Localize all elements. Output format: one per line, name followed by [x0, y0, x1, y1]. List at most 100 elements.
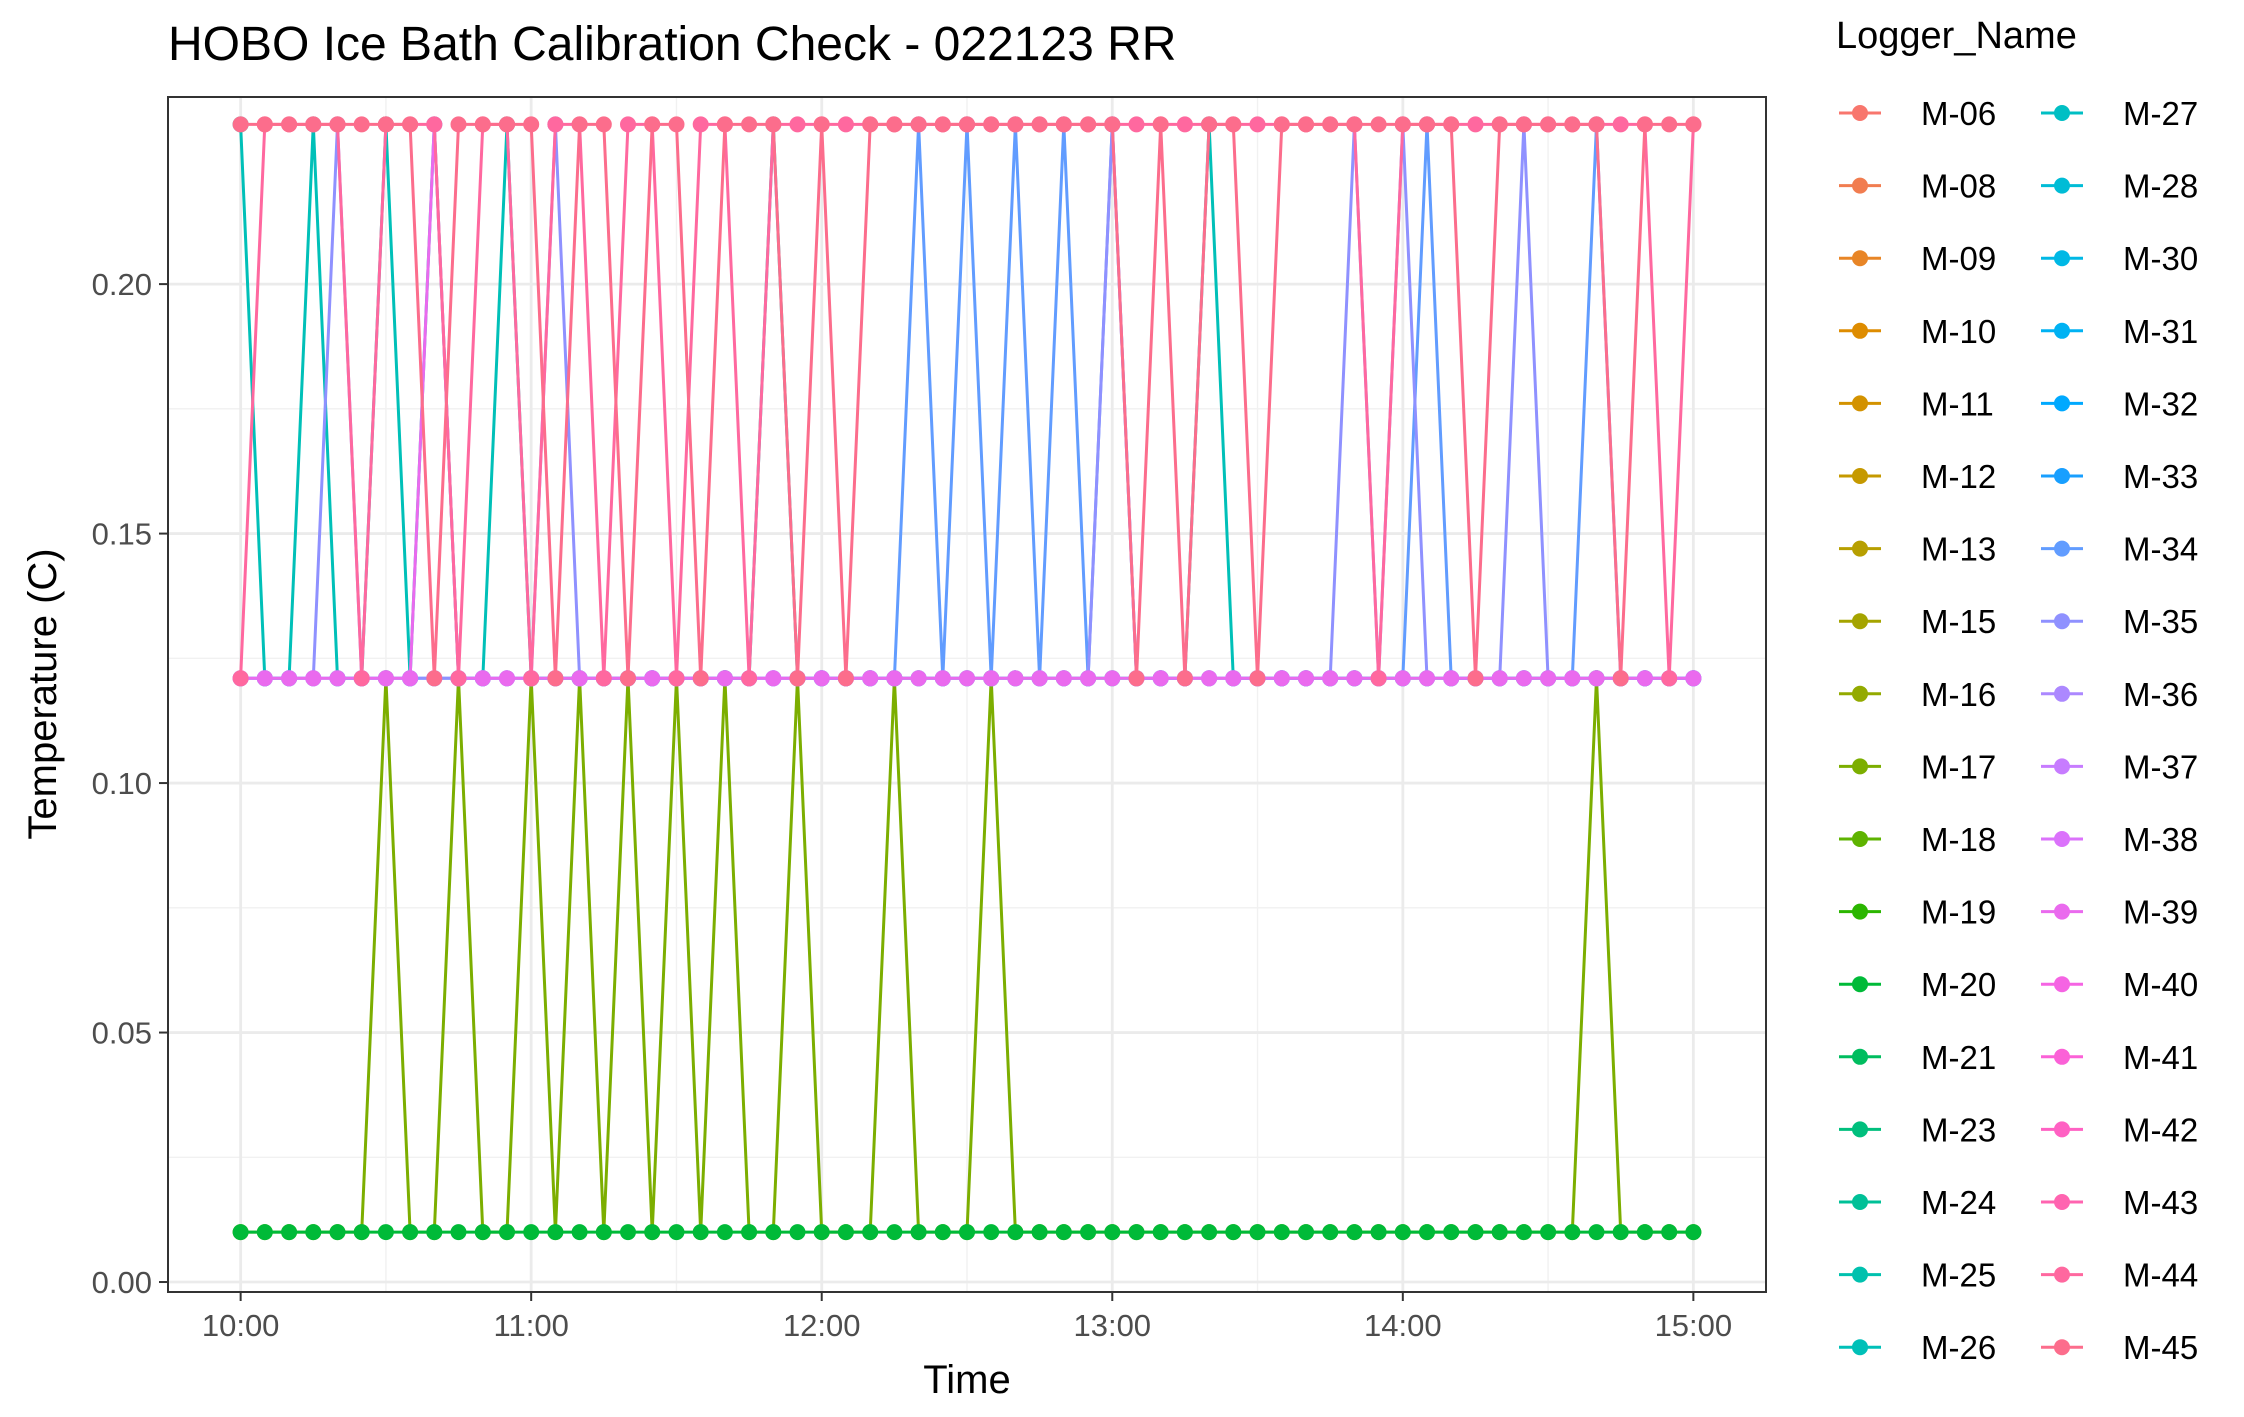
data-point	[305, 1224, 322, 1241]
legend-key-point	[2054, 177, 2070, 194]
legend-item: M-37	[2041, 748, 2198, 785]
data-point	[1201, 670, 1218, 687]
data-point	[813, 116, 830, 133]
data-point	[934, 1224, 951, 1241]
data-point	[547, 1224, 564, 1241]
data-point	[644, 670, 661, 687]
data-point	[716, 1224, 733, 1241]
legend-item: M-31	[2041, 313, 2198, 350]
data-point	[329, 670, 346, 687]
data-point	[1443, 670, 1460, 687]
data-point	[668, 1224, 685, 1241]
data-point	[1201, 116, 1218, 133]
data-point	[1249, 116, 1266, 133]
data-point	[402, 670, 419, 687]
data-point	[426, 116, 443, 133]
data-point	[402, 116, 419, 133]
data-point	[1491, 116, 1508, 133]
data-point	[1104, 116, 1121, 133]
data-point	[983, 670, 1000, 687]
data-point	[1661, 116, 1678, 133]
legend-key-point	[1852, 177, 1868, 194]
legend-item: M-08	[1839, 168, 1996, 205]
data-point	[910, 116, 927, 133]
data-point	[256, 116, 273, 133]
legend-item: M-27	[2041, 95, 2198, 132]
data-point	[1540, 670, 1557, 687]
data-point	[620, 116, 636, 133]
legend-label: M-45	[2123, 1329, 2198, 1366]
x-tick-label: 12:00	[783, 1308, 861, 1343]
data-point	[716, 670, 733, 687]
data-point	[1491, 670, 1508, 687]
data-point	[813, 670, 830, 687]
legend-label: M-28	[2123, 168, 2198, 205]
data-point	[232, 116, 249, 133]
legend-key-point	[1852, 613, 1868, 630]
data-point	[499, 1224, 515, 1241]
legend-label: M-34	[2123, 531, 2198, 568]
legend-key-point	[2054, 758, 2070, 775]
data-point	[1588, 1224, 1605, 1241]
legend-label: M-08	[1921, 168, 1996, 205]
data-point	[523, 670, 540, 687]
legend: M-06 M-08 M-09 M-10 M-11 M-12 M-13 M-15 M-16 M-17…	[1839, 95, 2198, 1366]
data-point	[741, 116, 758, 133]
legend-label: M-36	[2123, 676, 2198, 713]
legend-label: M-19	[1921, 894, 1996, 931]
legend-key-point	[2054, 613, 2070, 630]
legend-label: M-12	[1921, 458, 1996, 495]
data-point	[1273, 1224, 1290, 1241]
data-point	[426, 1224, 443, 1241]
data-point	[1685, 116, 1702, 133]
legend-item: M-25	[1839, 1257, 1996, 1294]
legend-item: M-06	[1839, 95, 1996, 132]
legend-item: M-40	[2041, 966, 2198, 1003]
data-point	[644, 1224, 661, 1241]
data-point	[377, 670, 394, 687]
legend-key-point	[1852, 1121, 1868, 1138]
data-point	[765, 670, 782, 687]
legend-label: M-06	[1921, 95, 1996, 132]
plot-border	[167, 96, 1767, 1293]
data-point	[1346, 116, 1363, 133]
legend-key-point	[1852, 1339, 1868, 1356]
legend-label: M-09	[1921, 240, 1996, 277]
data-point	[1636, 116, 1653, 133]
data-point	[1661, 670, 1678, 687]
legend-label: M-17	[1921, 748, 1996, 785]
data-point	[1394, 116, 1411, 133]
data-point	[1322, 670, 1339, 687]
legend-label: M-24	[1921, 1184, 1996, 1221]
data-point	[1515, 116, 1532, 133]
x-tick-label: 10:00	[202, 1308, 280, 1343]
legend-key-point	[2054, 105, 2070, 121]
legend-key-point	[2054, 1266, 2070, 1283]
data-point	[523, 116, 540, 133]
legend-key-point	[2054, 685, 2070, 702]
legend-key-point	[1852, 395, 1868, 412]
data-point	[668, 116, 685, 133]
legend-key-point	[2054, 1048, 2070, 1065]
y-tick-label: 0.00	[92, 1265, 152, 1300]
data-point	[1128, 116, 1145, 133]
data-point	[1564, 1224, 1581, 1241]
legend-item: M-32	[2041, 385, 2198, 422]
data-point	[1515, 670, 1532, 687]
legend-item: M-43	[2041, 1184, 2198, 1221]
x-tick-label: 11:00	[494, 1308, 569, 1343]
data-point	[329, 1224, 346, 1241]
data-point	[353, 1224, 370, 1241]
legend-label: M-25	[1921, 1257, 1996, 1294]
data-point	[1007, 670, 1024, 687]
data-point	[741, 670, 758, 687]
data-point	[450, 670, 467, 687]
data-point	[813, 1224, 830, 1241]
data-point	[1152, 116, 1169, 133]
legend-label: M-16	[1921, 676, 1996, 713]
legend-label: M-32	[2123, 385, 2198, 422]
legend-item: M-39	[2041, 894, 2198, 931]
data-point	[959, 116, 975, 133]
data-point	[1176, 670, 1193, 687]
data-point	[1685, 670, 1702, 687]
